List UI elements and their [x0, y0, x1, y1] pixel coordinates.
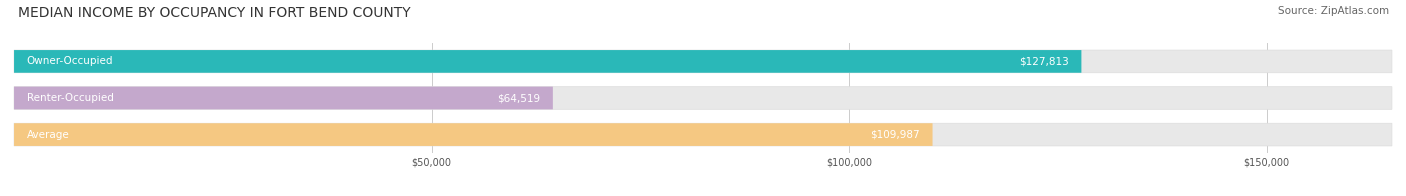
Text: MEDIAN INCOME BY OCCUPANCY IN FORT BEND COUNTY: MEDIAN INCOME BY OCCUPANCY IN FORT BEND … — [18, 6, 411, 20]
Text: Renter-Occupied: Renter-Occupied — [27, 93, 114, 103]
FancyBboxPatch shape — [14, 50, 1392, 73]
FancyBboxPatch shape — [14, 87, 553, 109]
FancyBboxPatch shape — [14, 123, 932, 146]
Text: $64,519: $64,519 — [498, 93, 540, 103]
FancyBboxPatch shape — [14, 87, 1392, 109]
Text: $127,813: $127,813 — [1019, 56, 1069, 66]
Text: Owner-Occupied: Owner-Occupied — [27, 56, 112, 66]
FancyBboxPatch shape — [14, 50, 1081, 73]
Text: Average: Average — [27, 130, 69, 140]
Text: Source: ZipAtlas.com: Source: ZipAtlas.com — [1278, 6, 1389, 16]
Text: $109,987: $109,987 — [870, 130, 920, 140]
FancyBboxPatch shape — [14, 123, 1392, 146]
